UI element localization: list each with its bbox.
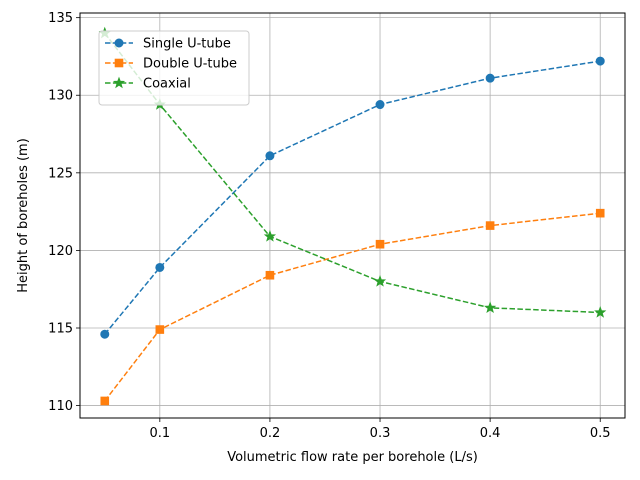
y-tick-label: 110 bbox=[48, 399, 73, 414]
data-point bbox=[375, 239, 385, 249]
y-axis: 110 115 120 125 130 135 bbox=[48, 11, 80, 414]
x-tick-label: 0.2 bbox=[260, 426, 281, 441]
legend-marker bbox=[114, 58, 124, 68]
y-tick-label: 125 bbox=[48, 166, 73, 181]
series-group bbox=[98, 26, 607, 406]
data-point bbox=[100, 396, 110, 406]
data-point bbox=[485, 73, 495, 83]
data-point bbox=[155, 262, 165, 272]
series-double-u-tube bbox=[100, 208, 605, 406]
x-tick-label: 0.1 bbox=[149, 426, 170, 441]
legend-item: Double U-tube bbox=[105, 57, 237, 72]
legend-label: Double U-tube bbox=[143, 57, 237, 72]
legend-item: Coaxial bbox=[105, 77, 191, 92]
legend-item: Single U-tube bbox=[105, 37, 231, 52]
legend-marker bbox=[112, 76, 126, 89]
legend-label: Single U-tube bbox=[143, 37, 231, 52]
data-point bbox=[265, 151, 275, 161]
y-tick-label: 130 bbox=[48, 89, 73, 104]
legend-marker bbox=[114, 38, 124, 48]
data-point bbox=[155, 325, 165, 334]
x-tick-label: 0.3 bbox=[370, 426, 391, 441]
data-point bbox=[263, 230, 277, 242]
data-point bbox=[595, 208, 605, 218]
x-axis-label: Volumetric flow rate per borehole (L/s) bbox=[227, 450, 478, 465]
y-tick-label: 115 bbox=[48, 322, 73, 337]
data-point bbox=[373, 275, 387, 287]
series-line bbox=[104, 212, 601, 402]
series-line bbox=[104, 60, 601, 335]
y-tick-label: 135 bbox=[48, 11, 73, 26]
data-point bbox=[375, 100, 385, 110]
legend-label: Coaxial bbox=[143, 77, 191, 92]
y-axis-label: Height of boreholes (m) bbox=[16, 138, 31, 293]
data-point bbox=[485, 221, 495, 230]
plot-frame bbox=[79, 12, 626, 419]
data-point bbox=[594, 306, 607, 318]
data-point bbox=[484, 301, 497, 314]
data-point bbox=[265, 270, 275, 280]
x-axis: 0.1 0.2 0.3 0.4 0.5 bbox=[149, 418, 611, 441]
data-point bbox=[595, 56, 605, 66]
x-tick-label: 0.4 bbox=[480, 426, 501, 441]
series-single-u-tube bbox=[100, 56, 605, 339]
data-point bbox=[100, 329, 110, 339]
x-tick-label: 0.5 bbox=[590, 426, 611, 441]
legend-box bbox=[98, 30, 250, 106]
legend: Single U-tube Double U-tube Coaxial bbox=[98, 30, 250, 106]
y-tick-label: 120 bbox=[48, 244, 73, 259]
